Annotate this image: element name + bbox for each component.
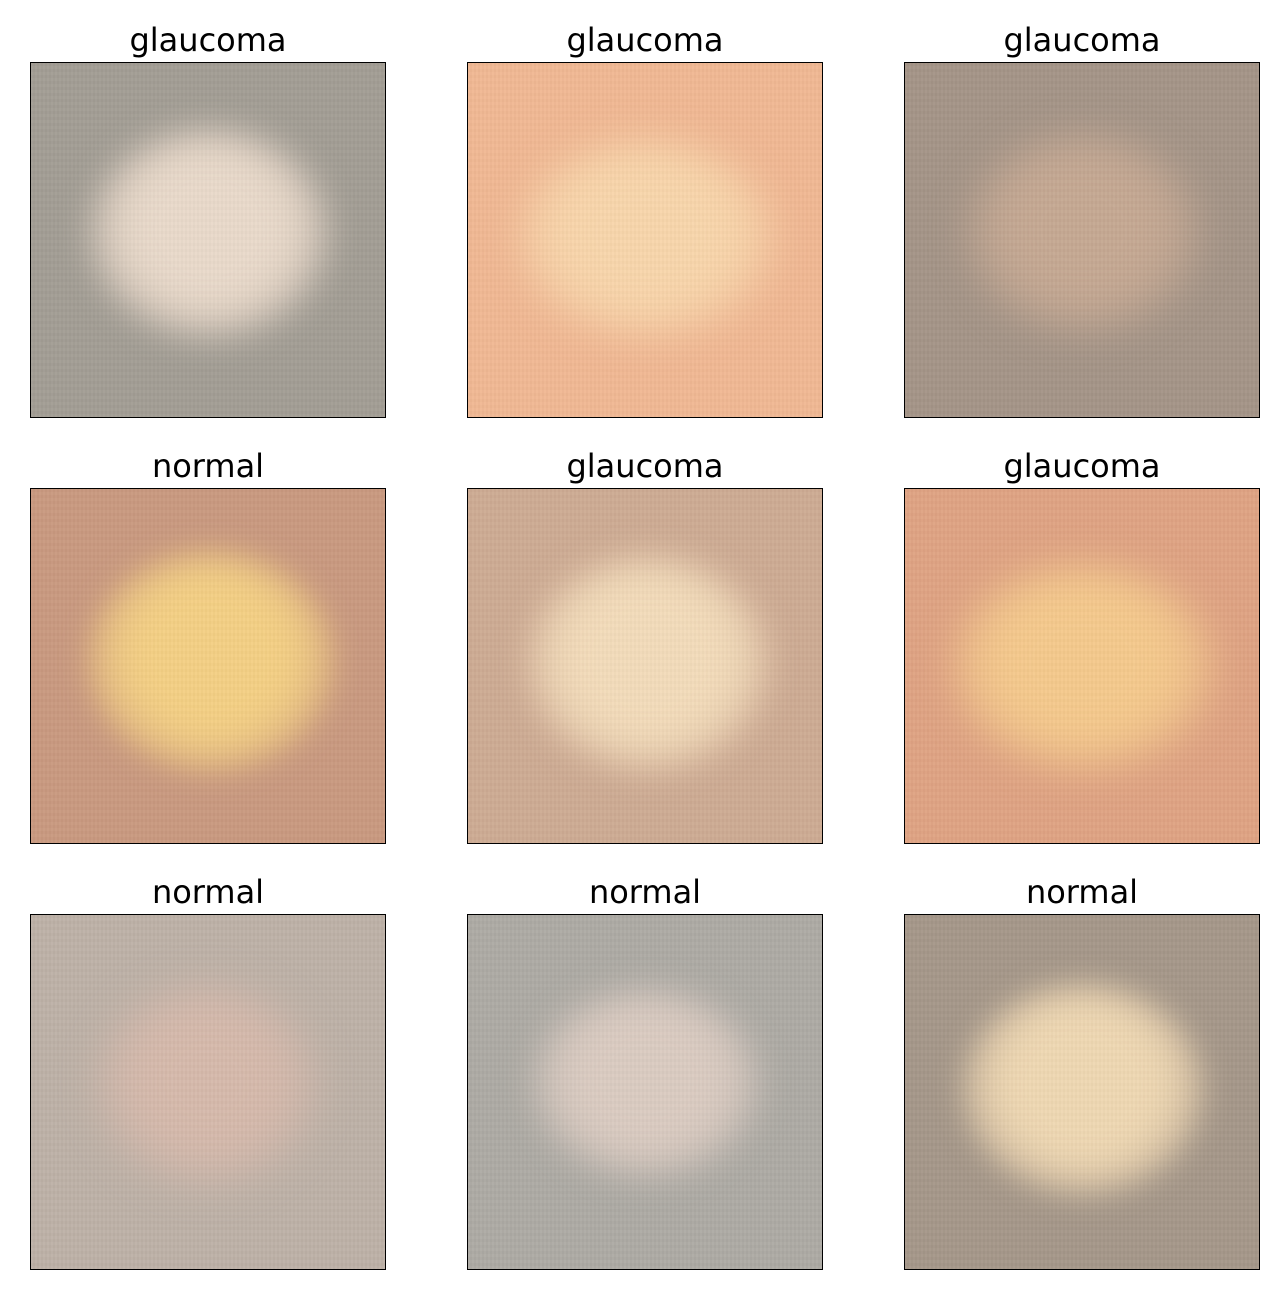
panel-label: glaucoma [129,21,287,59]
fundus-image [904,488,1260,844]
sample-panel-4: normal [30,434,386,844]
sample-panel-9: normal [904,860,1260,1270]
panel-label: normal [588,873,702,911]
panel-label: normal [151,873,265,911]
panel-label: glaucoma [566,447,724,485]
panel-label: glaucoma [1003,21,1161,59]
fundus-image [30,488,386,844]
sample-panel-5: glaucoma [467,434,823,844]
panel-label: normal [1025,873,1139,911]
optic-disc [90,128,328,338]
optic-disc [97,985,317,1185]
sample-panel-1: glaucoma [30,8,386,418]
panel-label: glaucoma [566,21,724,59]
optic-disc [953,563,1213,771]
sample-panel-7: normal [30,860,386,1270]
sample-panel-6: glaucoma [904,434,1260,844]
fundus-image [467,914,823,1270]
fundus-image [904,62,1260,418]
fundus-image [904,914,1260,1270]
fundus-image [30,62,386,418]
fundus-image [467,488,823,844]
optic-disc [963,983,1203,1195]
optic-disc [528,555,768,771]
optic-disc [518,138,774,338]
fundus-image [30,914,386,1270]
sample-panel-2: glaucoma [467,8,823,418]
sample-panel-8: normal [467,860,823,1270]
panel-label: glaucoma [1003,447,1161,485]
panel-label: normal [151,447,265,485]
fundus-image [467,62,823,418]
optic-disc [533,988,759,1178]
optic-disc [967,133,1199,333]
sample-panel-3: glaucoma [904,8,1260,418]
optic-disc [89,551,333,771]
